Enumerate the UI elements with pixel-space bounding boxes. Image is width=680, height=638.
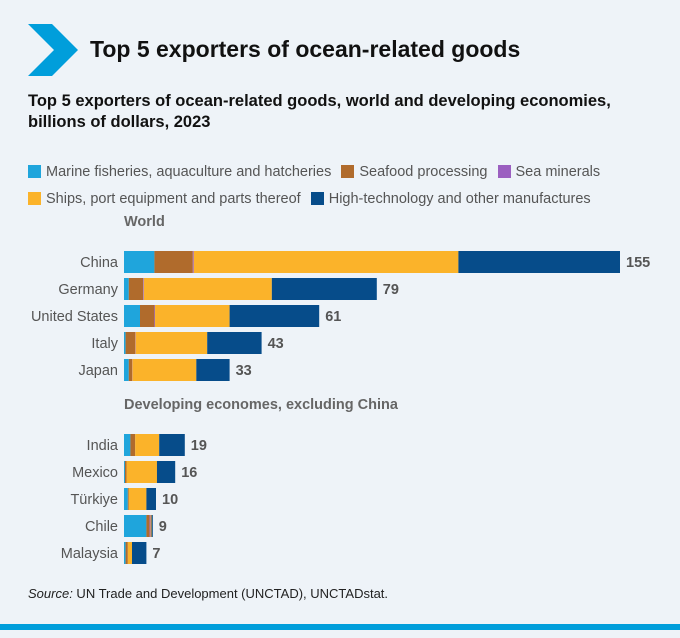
- bar-segment: [128, 278, 144, 300]
- legend-label: Sea minerals: [515, 163, 601, 180]
- legend-item-seafood: Seafood processing: [341, 163, 488, 180]
- bar-segment: [124, 359, 129, 381]
- bar-segment: [135, 434, 160, 456]
- total-label: 43: [268, 336, 284, 352]
- category-label: Chile: [85, 519, 118, 535]
- bar-segment: [140, 305, 155, 327]
- bar-segment: [155, 305, 230, 327]
- bar-segment: [124, 461, 125, 483]
- total-label: 155: [626, 255, 650, 271]
- source-note: Source: UN Trade and Development (UNCTAD…: [28, 586, 388, 601]
- total-label: 9: [159, 519, 167, 535]
- bar-segment: [193, 251, 459, 273]
- bar-segment: [207, 332, 262, 354]
- bar-segment: [124, 251, 155, 273]
- bar-segment: [271, 278, 377, 300]
- bar-segment: [229, 305, 320, 327]
- bar-segment: [124, 542, 126, 564]
- bar-segment: [149, 515, 151, 537]
- category-label: Malaysia: [61, 546, 119, 562]
- bar-segment: [128, 488, 147, 510]
- legend-swatch-hightech: [310, 192, 324, 205]
- category-label: Italy: [91, 336, 118, 352]
- total-label: 79: [383, 282, 399, 298]
- legend-swatch-ships: [28, 192, 41, 205]
- legend-label: Marine fisheries, aquaculture and hatche…: [46, 163, 332, 180]
- bar-segment: [151, 515, 153, 537]
- chevron-icon: [28, 24, 78, 76]
- category-label: Germany: [58, 282, 118, 298]
- bar-segment: [125, 542, 128, 564]
- page-title: Top 5 exporters of ocean-related goods: [90, 36, 521, 62]
- category-label: Türkiye: [70, 492, 118, 508]
- bar-segment: [127, 488, 129, 510]
- bar-segment: [458, 251, 620, 273]
- source-prefix: Source:: [28, 586, 73, 601]
- bar-segment: [128, 359, 132, 381]
- bar-segment: [196, 359, 230, 381]
- bar-segment: [143, 278, 272, 300]
- legend-label: Seafood processing: [359, 163, 488, 180]
- bar-segment: [192, 251, 194, 273]
- bar-segment: [126, 461, 157, 483]
- bar-segment: [124, 461, 127, 483]
- legend-item-hightech: High-technology and other manufactures: [310, 190, 591, 207]
- bar-segment: [124, 305, 140, 327]
- legend-item-marine: Marine fisheries, aquaculture and hatche…: [28, 164, 331, 180]
- category-label: Japan: [78, 363, 118, 379]
- bar-segment: [135, 332, 208, 354]
- bar-segment: [127, 542, 132, 564]
- legend-swatch-seafood: [341, 165, 355, 178]
- bar-segment: [130, 434, 136, 456]
- chart-title: Top 5 exporters of ocean-related goods, …: [28, 92, 611, 131]
- bar-segment: [154, 251, 193, 273]
- bar-segment: [124, 434, 131, 456]
- bar-segment: [132, 542, 147, 564]
- legend-label: High-technology and other manufactures: [328, 190, 591, 207]
- legend-item-ships: Ships, port equipment and parts thereof: [28, 191, 301, 207]
- bar-segment: [124, 488, 128, 510]
- group-label: World: [124, 214, 165, 230]
- bar-segment: [124, 332, 126, 354]
- category-label: Mexico: [72, 465, 118, 481]
- bar-segment: [143, 278, 144, 300]
- category-label: United States: [31, 309, 118, 325]
- category-label: India: [87, 438, 119, 454]
- bar-segment: [156, 461, 176, 483]
- bar-segment: [146, 515, 150, 537]
- legend-swatch-minerals: [497, 165, 511, 178]
- legend-item-minerals: Sea minerals: [497, 163, 601, 180]
- bar-segment: [124, 515, 147, 537]
- total-label: 33: [236, 363, 252, 379]
- bar-segment: [154, 305, 156, 327]
- legend: Marine fisheries, aquaculture and hatche…: [28, 158, 668, 212]
- bar-segment: [132, 359, 197, 381]
- bar-segment: [125, 332, 136, 354]
- bar-segment: [150, 515, 152, 537]
- bar-segment: [124, 278, 129, 300]
- source-text: UN Trade and Development (UNCTAD), UNCTA…: [72, 586, 389, 601]
- total-label: 19: [191, 438, 207, 454]
- total-label: 16: [181, 465, 197, 481]
- legend-swatch-marine: [28, 165, 41, 178]
- total-label: 10: [162, 492, 178, 508]
- bottom-accent-bar: [0, 624, 680, 630]
- total-label: 61: [325, 309, 341, 325]
- group-label: Developing economes, excluding China: [124, 397, 399, 413]
- total-label: 7: [152, 546, 160, 562]
- bar-segment: [159, 434, 185, 456]
- bar-segment: [146, 488, 156, 510]
- category-label: China: [80, 255, 119, 271]
- legend-label: Ships, port equipment and parts thereof: [46, 190, 301, 207]
